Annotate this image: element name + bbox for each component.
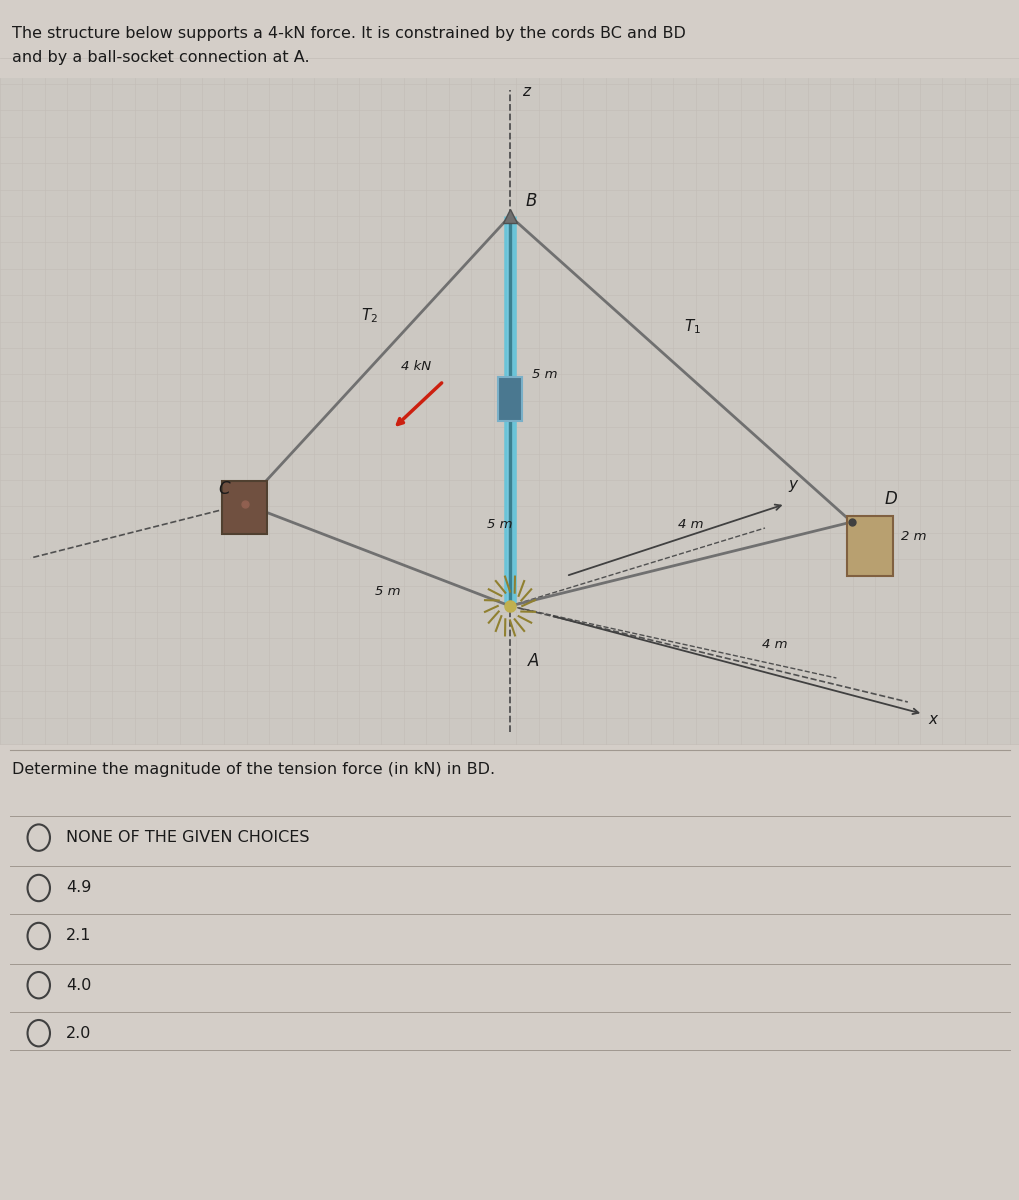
Text: NONE OF THE GIVEN CHOICES: NONE OF THE GIVEN CHOICES [66,830,310,845]
Text: 2.1: 2.1 [66,929,92,943]
Text: 4.0: 4.0 [66,978,92,992]
Text: y: y [788,476,797,492]
Text: 2.0: 2.0 [66,1026,92,1040]
Text: $T_2$: $T_2$ [361,306,378,325]
Text: 4.9: 4.9 [66,881,92,895]
Text: and by a ball-socket connection at A.: and by a ball-socket connection at A. [12,50,310,65]
Text: 4 kN: 4 kN [400,360,431,372]
Bar [846,516,892,576]
Text: Determine the magnitude of the tension force (in kN) in BD.: Determine the magnitude of the tension f… [12,762,495,778]
Text: $T_1$: $T_1$ [684,317,700,336]
Text: 2 m: 2 m [900,530,925,542]
Text: 5 m: 5 m [375,584,400,598]
Text: 5 m: 5 m [532,368,557,382]
Text: The structure below supports a 4-kN force. It is constrained by the cords BC and: The structure below supports a 4-kN forc… [12,26,686,41]
Text: x: x [927,713,936,727]
Text: A: A [528,652,539,670]
Text: C: C [218,480,229,498]
Text: 5 m: 5 m [487,518,513,532]
Bar [222,481,267,534]
Text: z: z [522,84,530,98]
Text: B: B [525,192,536,210]
Text: 4 m: 4 m [678,518,703,532]
Bar [497,377,522,420]
Text: D: D [883,490,896,508]
Bar [0,78,1019,744]
Text: 4 m: 4 m [762,638,788,652]
